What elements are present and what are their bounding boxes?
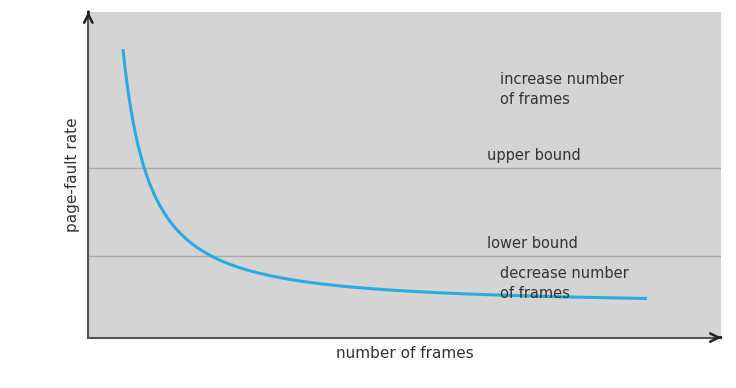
Text: decrease number
of frames: decrease number of frames bbox=[500, 267, 629, 301]
Text: lower bound: lower bound bbox=[487, 236, 578, 251]
Y-axis label: page-fault rate: page-fault rate bbox=[65, 117, 80, 232]
Text: increase number
of frames: increase number of frames bbox=[500, 73, 623, 107]
Text: upper bound: upper bound bbox=[487, 148, 581, 163]
X-axis label: number of frames: number of frames bbox=[336, 346, 474, 361]
